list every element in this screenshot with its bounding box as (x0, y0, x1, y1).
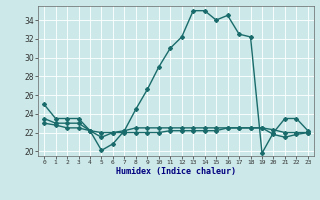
X-axis label: Humidex (Indice chaleur): Humidex (Indice chaleur) (116, 167, 236, 176)
